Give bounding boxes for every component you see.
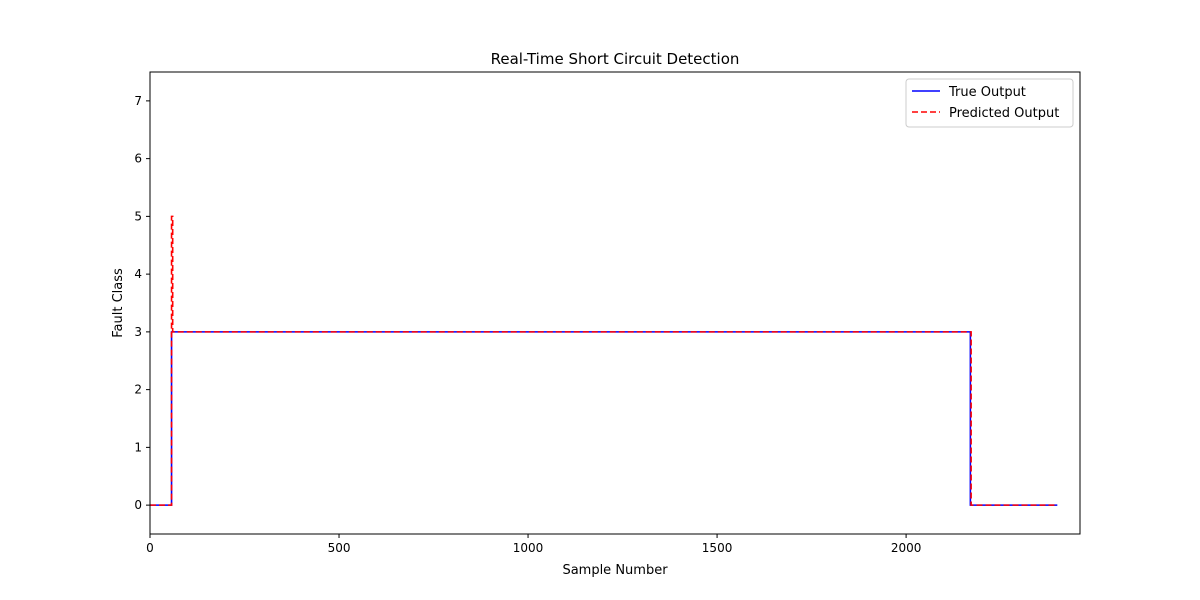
x-axis-label: Sample Number [562,563,668,578]
chart-title: Real-Time Short Circuit Detection [491,50,740,68]
x-axis-ticks: 0 500 1000 1500 2000 [146,534,921,555]
x-tick-label: 0 [146,541,154,555]
y-tick-label: 2 [134,383,142,397]
x-tick-label: 2000 [891,541,922,555]
y-axis-ticks: 0 1 2 3 4 5 6 7 [134,94,150,512]
series-line-0 [150,331,1058,506]
y-tick-label: 6 [134,152,142,166]
y-tick-label: 3 [134,325,142,339]
x-tick-label: 1000 [513,541,544,555]
y-tick-label: 1 [134,440,142,454]
y-tick-label: 7 [134,94,142,108]
legend-box [905,78,1074,128]
y-axis-label: Fault Class [111,268,126,338]
y-tick-label: 0 [134,498,142,512]
plot-series [150,215,1058,506]
x-tick-label: 1500 [702,541,733,555]
y-tick-label: 5 [134,209,142,223]
series-line-1 [150,215,1058,506]
y-tick-label: 4 [134,267,142,281]
x-tick-label: 500 [328,541,351,555]
legend-label-0: True Output [948,85,1026,100]
legend: True Output Predicted Output [905,78,1074,128]
plot-frame [149,71,1081,535]
legend-label-1: Predicted Output [949,106,1059,121]
